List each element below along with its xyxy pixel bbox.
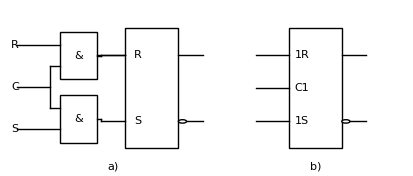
Text: &: & (74, 114, 83, 124)
Bar (60, 95, 97, 143)
Bar (288, 28, 341, 148)
Text: R: R (134, 50, 142, 60)
Text: &: & (74, 51, 83, 61)
Text: C: C (11, 82, 19, 92)
Text: S: S (134, 116, 141, 126)
Bar (125, 28, 178, 148)
Circle shape (178, 120, 186, 123)
Text: b): b) (309, 161, 320, 171)
Circle shape (341, 120, 349, 123)
Text: a): a) (107, 161, 119, 171)
Bar (60, 32, 97, 80)
Text: S: S (11, 124, 18, 134)
Text: 1S: 1S (294, 116, 308, 126)
Text: R: R (11, 40, 19, 50)
Text: 1R: 1R (294, 50, 309, 60)
Text: C1: C1 (294, 83, 309, 93)
